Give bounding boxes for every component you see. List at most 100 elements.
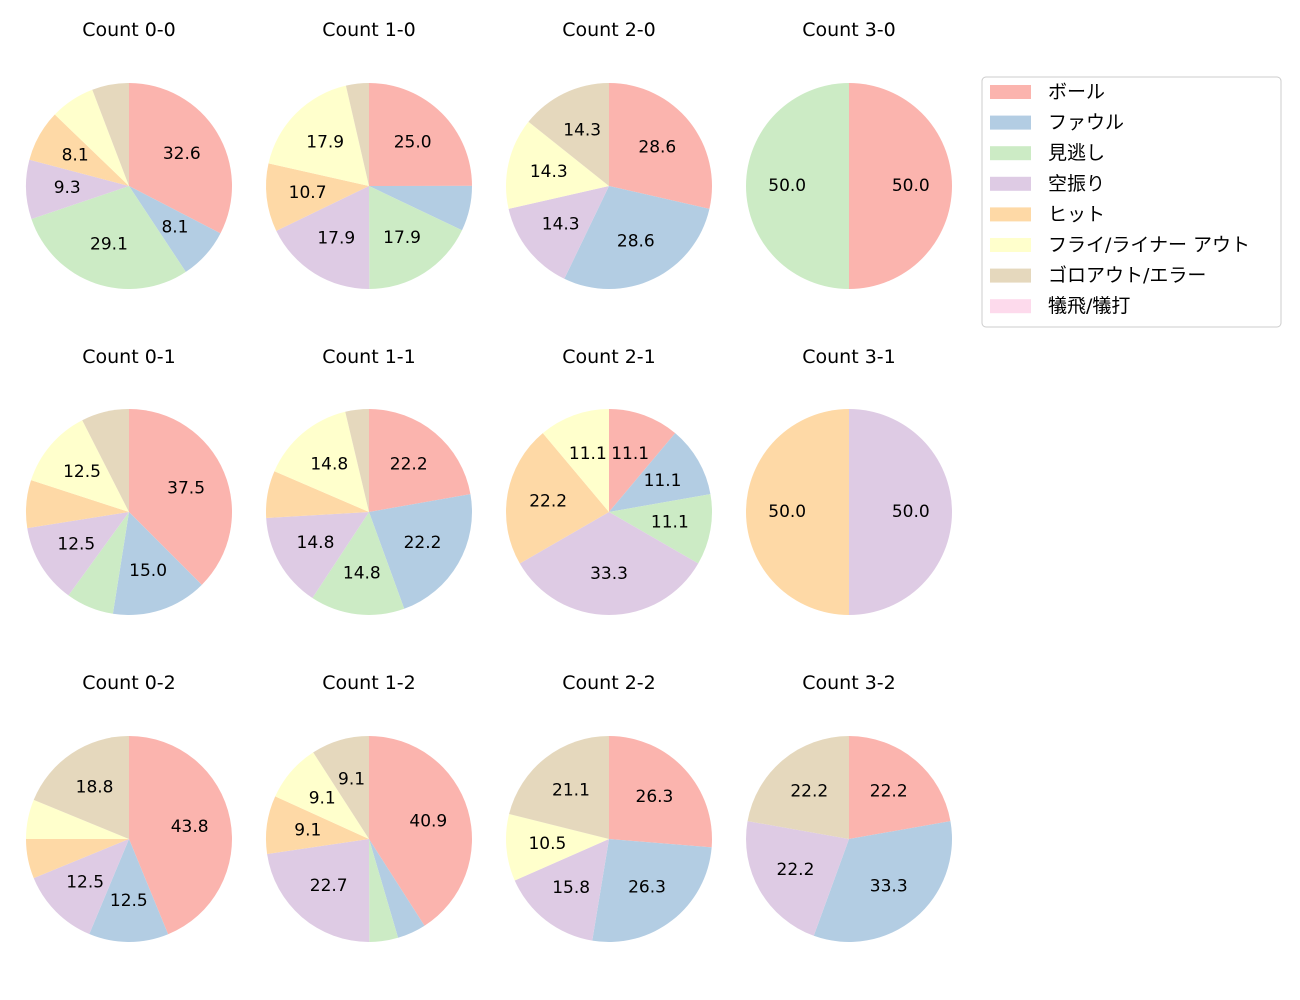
slice-value-label: 22.2 bbox=[777, 860, 815, 880]
legend-entry: 空振り bbox=[1048, 173, 1105, 195]
pie-slice-6 bbox=[505, 814, 609, 881]
pie-slice-6 bbox=[274, 411, 369, 512]
pie-slice-7 bbox=[92, 83, 129, 186]
pie-slice-3 bbox=[369, 839, 399, 942]
slice-value-label: 9.1 bbox=[309, 789, 336, 809]
slice-value-label: 12.5 bbox=[57, 534, 95, 554]
pie-slice-4 bbox=[266, 512, 369, 599]
pie-chart-count-2-1: Count 2-111.111.111.133.322.211.1 bbox=[505, 346, 712, 615]
legend-entry: ゴロアウト/エラー bbox=[1048, 265, 1206, 287]
pie-slice-1 bbox=[129, 83, 233, 234]
pie-title: Count 0-0 bbox=[82, 19, 176, 41]
slice-value-label: 43.8 bbox=[171, 817, 209, 837]
pie-title: Count 2-2 bbox=[562, 672, 656, 694]
legend-entry: フライ/ライナー アウト bbox=[1048, 234, 1250, 256]
slice-value-label: 50.0 bbox=[892, 502, 930, 522]
pie-slice-7 bbox=[528, 83, 609, 186]
pie-slice-1 bbox=[609, 409, 676, 512]
slice-value-label: 22.2 bbox=[529, 491, 567, 511]
pie-slice-6 bbox=[54, 89, 130, 186]
legend-entry: 犠飛/犠打 bbox=[1048, 295, 1130, 317]
slice-value-label: 15.0 bbox=[129, 561, 167, 581]
slice-value-label: 11.1 bbox=[611, 444, 649, 464]
pie-slice-3 bbox=[31, 186, 186, 289]
pie-slice-2 bbox=[592, 839, 712, 942]
pie-chart-count-0-2: Count 0-2 43.8 12.5 12.5 18.8 bbox=[26, 672, 232, 943]
slice-value-label: 11.1 bbox=[569, 444, 607, 464]
slice-value-label: 14.3 bbox=[563, 120, 601, 140]
slice-value-label: 9.1 bbox=[294, 820, 321, 840]
slice-value-label: 18.8 bbox=[76, 778, 114, 798]
legend-swatch bbox=[990, 238, 1031, 252]
slice-value-label: 22.2 bbox=[870, 782, 908, 802]
slice-value-label: 22.2 bbox=[404, 533, 442, 553]
pie-slice-5 bbox=[26, 480, 129, 529]
slice-value-label: 50.0 bbox=[768, 176, 806, 196]
pie-title: Count 3-0 bbox=[802, 19, 896, 41]
slice-value-label: 12.5 bbox=[66, 873, 104, 893]
slice-value-label: 50.0 bbox=[892, 176, 930, 196]
slice-value-label: 50.0 bbox=[768, 502, 806, 522]
slice-value-label: 14.3 bbox=[542, 215, 580, 235]
slice-value-label: 11.1 bbox=[644, 471, 682, 491]
pie-slice-2 bbox=[813, 821, 952, 943]
pie-slice-3 bbox=[746, 83, 849, 289]
slice-value-label: 17.9 bbox=[317, 228, 355, 248]
pie-slice-4 bbox=[27, 512, 130, 596]
slice-value-label: 28.6 bbox=[617, 232, 655, 252]
pie-slice-1 bbox=[609, 83, 712, 209]
pie-slice-1 bbox=[609, 736, 712, 848]
legend-swatch bbox=[990, 299, 1031, 314]
pie-chart-count-2-2: Count 2-2 26.3 26.3 15.8 10.5 21.1 bbox=[505, 672, 712, 942]
pie-title: Count 2-0 bbox=[562, 19, 656, 41]
slice-value-label: 29.1 bbox=[90, 234, 128, 254]
slice-value-label: 9.3 bbox=[54, 178, 81, 198]
slice-value-label: 26.3 bbox=[628, 878, 666, 898]
pie-slice-7 bbox=[33, 736, 129, 839]
slice-value-label: 12.5 bbox=[63, 462, 101, 482]
pie-chart-count-3-2: Count 3-2 22.2 33.3 22.2 22.2 bbox=[746, 672, 952, 943]
slice-value-label: 22.2 bbox=[390, 455, 428, 475]
slice-value-label: 40.9 bbox=[409, 812, 447, 832]
pie-slice-5 bbox=[26, 839, 129, 879]
pie-title: Count 1-1 bbox=[322, 346, 416, 368]
legend-entry: ボール bbox=[1048, 81, 1105, 103]
legend-swatch bbox=[990, 268, 1031, 283]
pie-chart-count-3-1: Count 3-1 50.0 50.0 bbox=[746, 346, 952, 615]
pie-title: Count 2-1 bbox=[562, 346, 656, 368]
pie-slice-3 bbox=[68, 512, 129, 614]
pie-slice-1 bbox=[369, 736, 472, 926]
pie-chart-count-1-1: Count 1-1 22.2 22.2 14.8 14.8 14.8 bbox=[265, 346, 472, 615]
pie-slice-1 bbox=[369, 409, 471, 512]
slice-value-label: 8.1 bbox=[62, 146, 89, 166]
pie-slice-1 bbox=[849, 83, 952, 289]
slice-value-label: 28.6 bbox=[638, 137, 676, 157]
slice-value-label: 26.3 bbox=[636, 787, 674, 807]
pie-chart-count-1-0: Count 1-0 25.0 17.9 17.9 10.7 17.9 bbox=[265, 19, 472, 289]
pie-slice-4 bbox=[508, 186, 609, 279]
pie-slice-4 bbox=[849, 409, 952, 615]
slice-value-label: 11.1 bbox=[651, 513, 689, 533]
pie-title: Count 3-1 bbox=[802, 346, 896, 368]
slice-value-label: 17.9 bbox=[306, 132, 344, 152]
pie-slice-6 bbox=[542, 409, 609, 512]
pie-slice-7 bbox=[82, 409, 129, 512]
pie-slice-3 bbox=[369, 186, 463, 289]
pie-title: Count 0-1 bbox=[82, 346, 176, 368]
pie-slice-6 bbox=[31, 420, 129, 512]
legend-entry: ファウル bbox=[1048, 112, 1124, 134]
slice-value-label: 14.3 bbox=[530, 162, 568, 182]
pie-slice-6 bbox=[506, 121, 609, 209]
pie-slice-6 bbox=[26, 799, 129, 839]
pie-slice-7 bbox=[313, 736, 369, 839]
slice-value-label: 14.8 bbox=[310, 455, 348, 475]
slice-value-label: 22.7 bbox=[310, 876, 348, 896]
pie-title: Count 0-2 bbox=[82, 672, 176, 694]
pie-chart-count-1-2: Count 1-240.922.79.19.19.1 bbox=[266, 672, 472, 943]
pie-chart-count-2-0: Count 2-0 28.6 28.6 14.3 14.3 14.3 bbox=[506, 19, 712, 289]
slice-value-label: 15.8 bbox=[552, 878, 590, 898]
pie-slice-3 bbox=[312, 512, 405, 615]
pie-slice-1 bbox=[849, 736, 951, 839]
pie-slice-4 bbox=[33, 839, 129, 935]
